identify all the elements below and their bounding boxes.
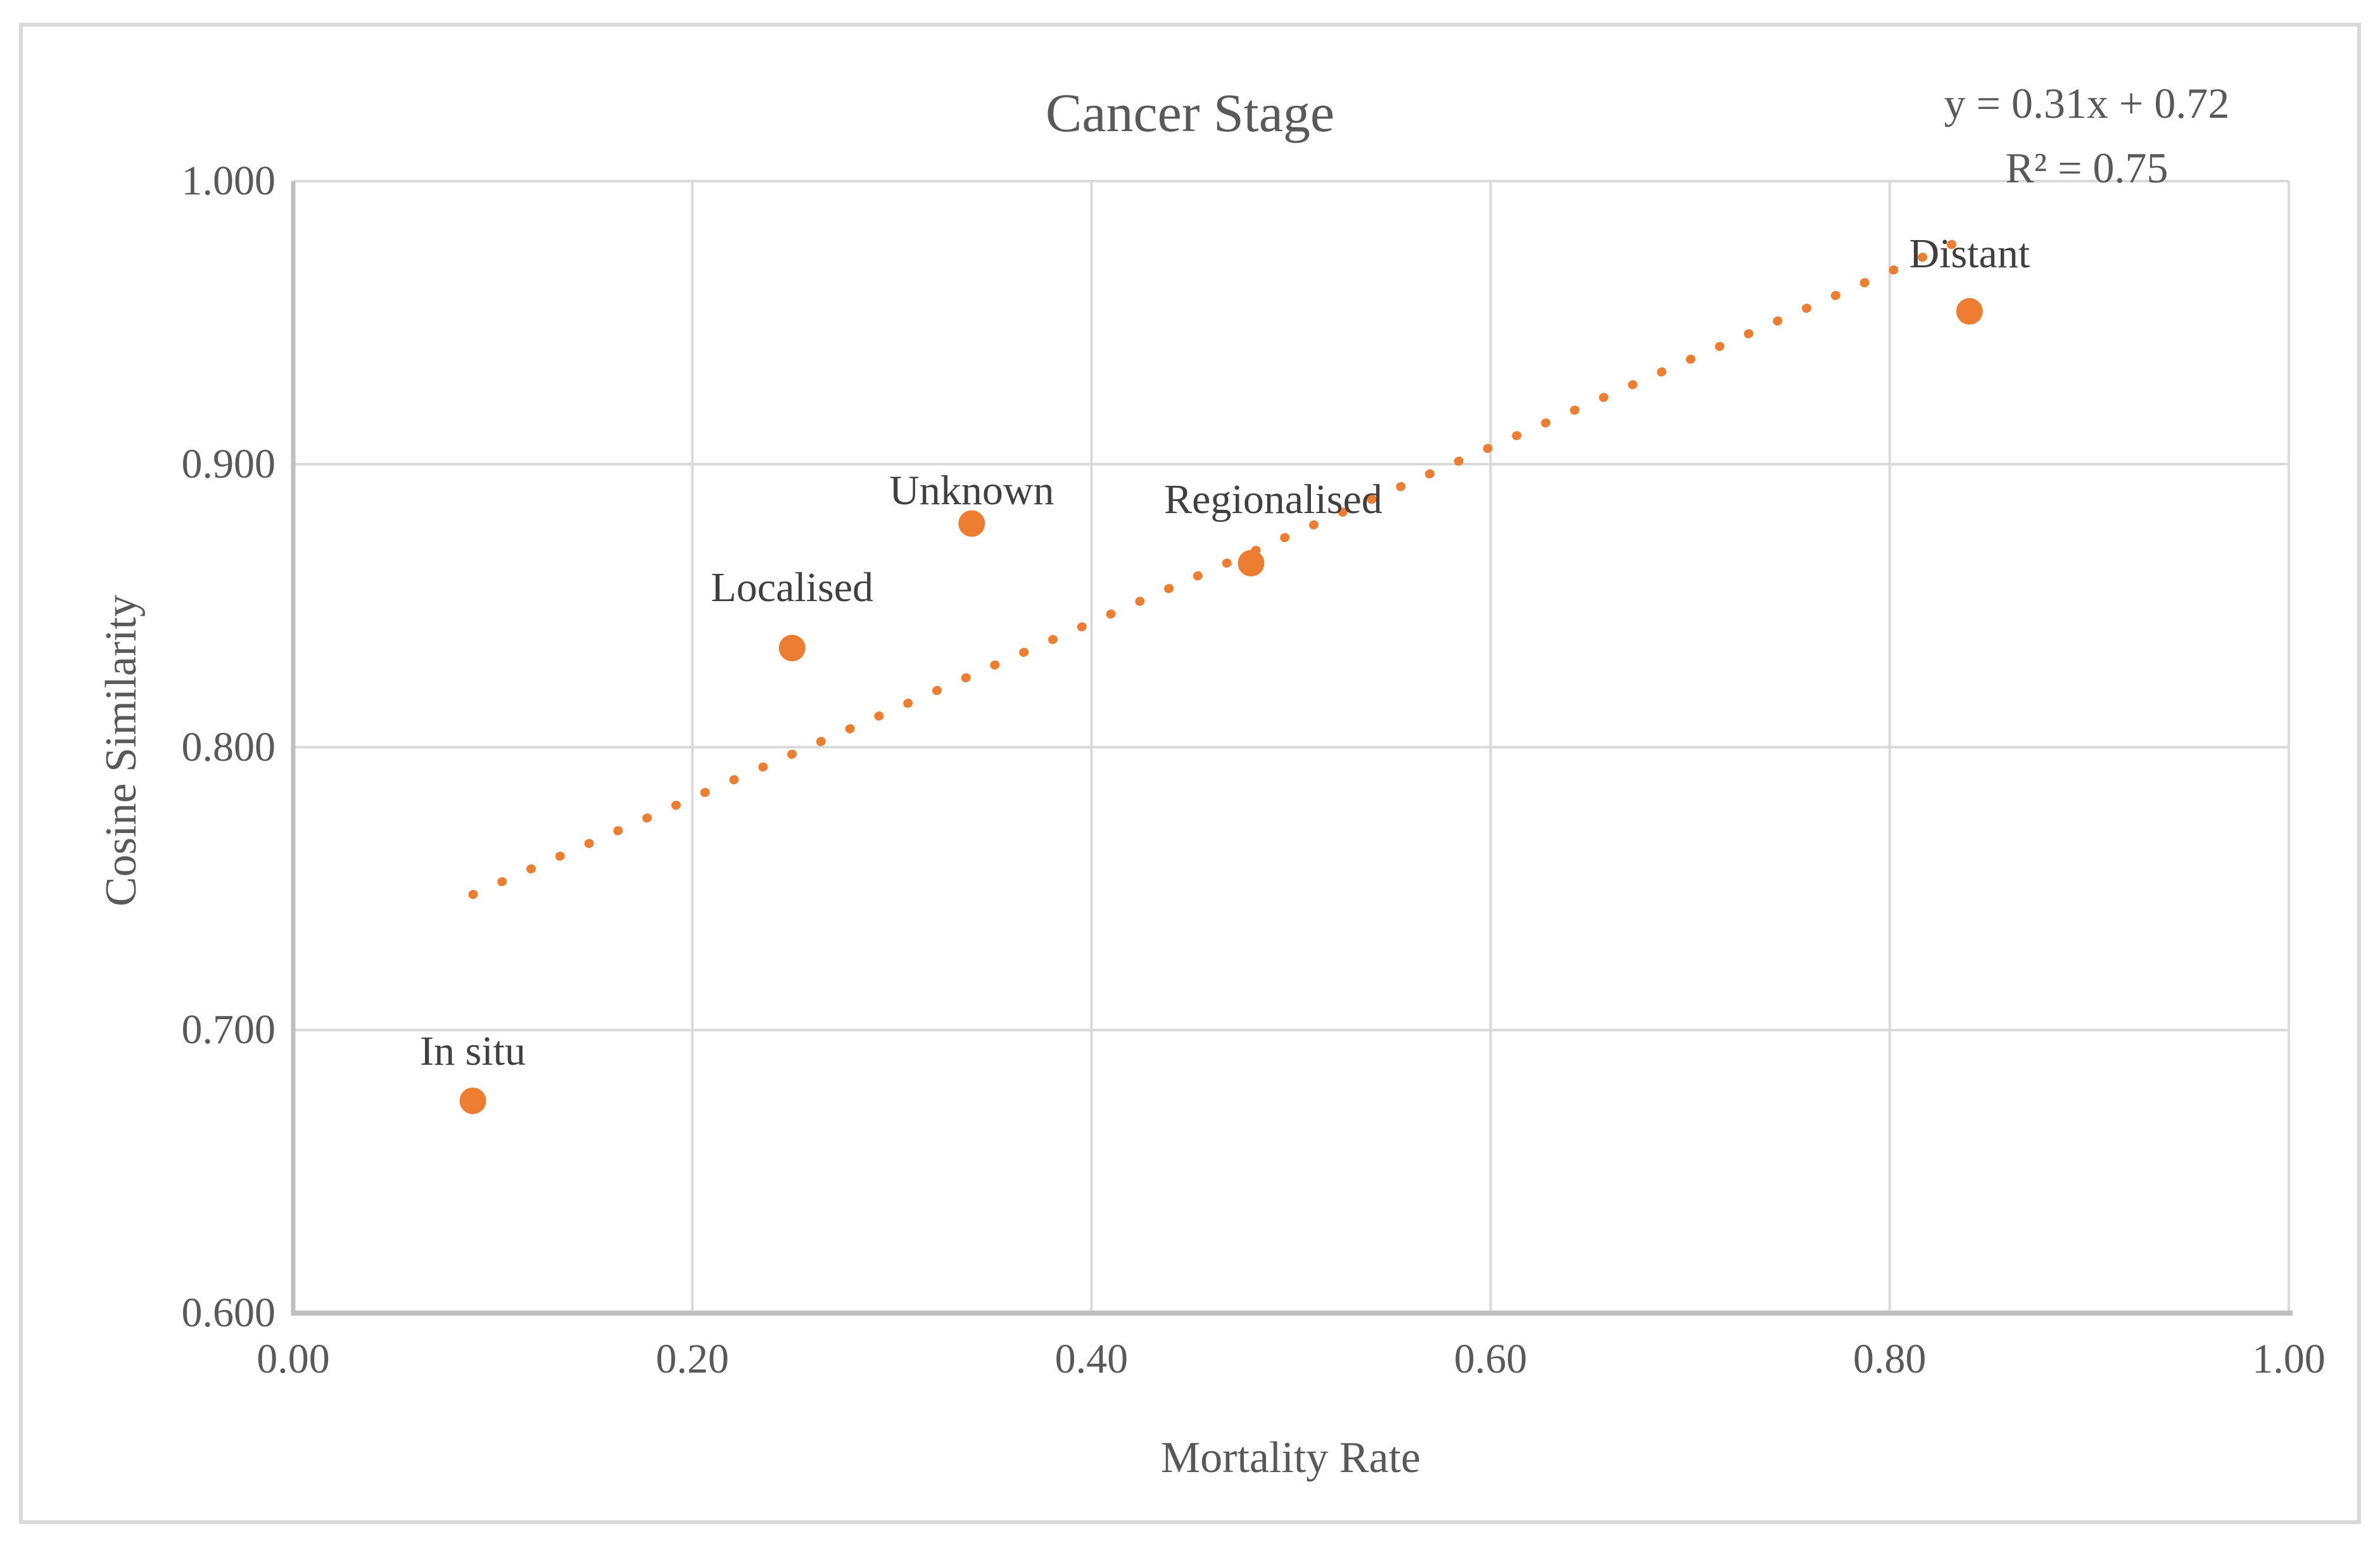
- x-tick-label: 0.00: [256, 1336, 330, 1382]
- point-label: Localised: [711, 564, 874, 611]
- x-tick-label: 1.00: [2252, 1336, 2326, 1382]
- data-point: [1237, 550, 1265, 577]
- x-axis-title: Mortality Rate: [1160, 1433, 1421, 1482]
- data-point: [1956, 298, 1983, 325]
- x-tick-label: 0.20: [655, 1336, 729, 1382]
- trendline: [468, 229, 1980, 899]
- data-point: [778, 635, 806, 662]
- trendline-r-squared: R² = 0.75: [2005, 144, 2168, 192]
- y-tick-label: 1.000: [181, 158, 276, 204]
- y-tick-label: 0.600: [181, 1290, 276, 1336]
- x-tick-label: 0.40: [1054, 1336, 1129, 1382]
- data-point: [459, 1087, 486, 1114]
- data-point: [958, 510, 985, 537]
- y-tick-label: 0.700: [181, 1006, 276, 1053]
- x-tick-label: 0.80: [1853, 1336, 1927, 1382]
- x-tick-label: 0.60: [1453, 1336, 1528, 1382]
- point-label: Regionalised: [1164, 476, 1383, 523]
- trendline-equation: y = 0.31x + 0.72: [1944, 79, 2230, 127]
- chart-title: Cancer Stage: [1045, 82, 1335, 143]
- y-tick-label: 0.900: [181, 440, 276, 487]
- point-label: Unknown: [889, 467, 1054, 514]
- point-label: In situ: [420, 1027, 526, 1074]
- trendline-equation-block: y = 0.31x + 0.72 R² = 0.75: [1900, 71, 2274, 200]
- point-label: Distant: [1909, 230, 2030, 277]
- y-tick-label: 0.800: [181, 723, 276, 770]
